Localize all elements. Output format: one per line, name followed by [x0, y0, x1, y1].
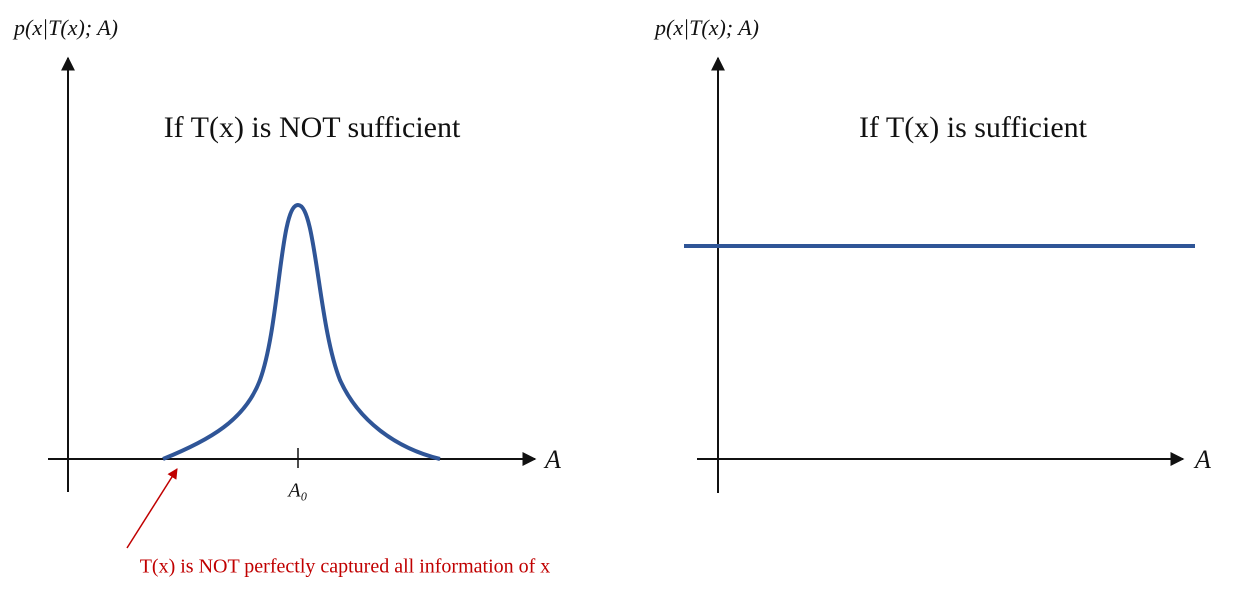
left-panel: p(x|T(x); A) If T(x) is NOT sufficient A… — [12, 15, 561, 578]
right-panel: p(x|T(x); A) If T(x) is sufficient A — [653, 15, 1211, 493]
y-label: p(x|T(x); A) — [653, 15, 759, 40]
panel-title: If T(x) is sufficient — [859, 111, 1088, 144]
tick-label: A₀ — [286, 480, 307, 502]
likelihood-curve — [162, 202, 441, 461]
x-label: A — [1193, 445, 1211, 474]
annotation-arrow — [126, 468, 178, 549]
annotation: T(x) is NOT perfectly captured all infor… — [140, 556, 551, 578]
panel-title: If T(x) is NOT sufficient — [164, 111, 461, 144]
x-label: A — [543, 445, 561, 474]
y-label: p(x|T(x); A) — [12, 15, 118, 40]
